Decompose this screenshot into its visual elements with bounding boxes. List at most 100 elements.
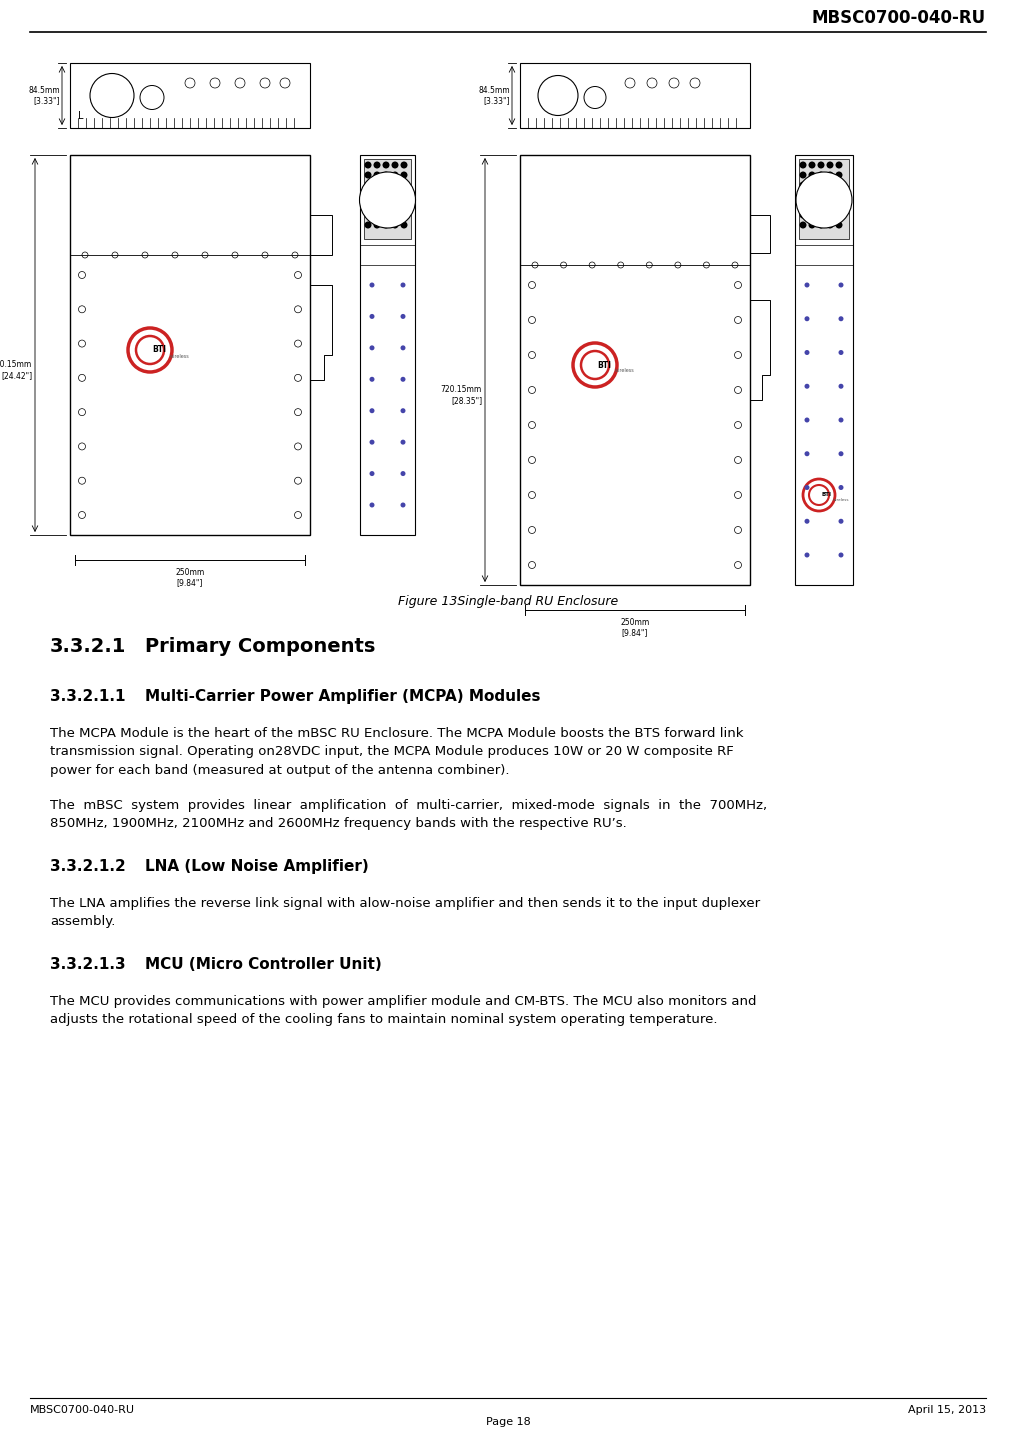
Circle shape	[800, 162, 807, 169]
Text: 3.3.2.1.1: 3.3.2.1.1	[50, 689, 126, 704]
Circle shape	[365, 212, 372, 219]
Text: MBSC0700-040-RU: MBSC0700-040-RU	[30, 1406, 135, 1416]
Circle shape	[809, 212, 816, 219]
Circle shape	[374, 212, 381, 219]
Circle shape	[391, 182, 398, 189]
Circle shape	[809, 182, 816, 189]
Text: The LNA amplifies the reverse link signal with alow-noise amplifier and then sen: The LNA amplifies the reverse link signa…	[50, 897, 760, 928]
Circle shape	[800, 182, 807, 189]
Circle shape	[365, 162, 372, 169]
Bar	[520, 154, 750, 585]
Text: MCU (Micro Controller Unit): MCU (Micro Controller Unit)	[145, 957, 382, 972]
Circle shape	[809, 192, 816, 199]
Circle shape	[826, 172, 833, 179]
Circle shape	[370, 470, 375, 476]
Circle shape	[805, 418, 810, 422]
Circle shape	[826, 192, 833, 199]
Circle shape	[382, 172, 389, 179]
Circle shape	[835, 162, 842, 169]
Circle shape	[838, 283, 843, 287]
Circle shape	[835, 212, 842, 219]
Circle shape	[400, 346, 405, 350]
Circle shape	[400, 283, 405, 287]
Bar	[364, 159, 411, 239]
Circle shape	[818, 192, 825, 199]
Text: 250mm
[9.84"]: 250mm [9.84"]	[621, 618, 649, 638]
Circle shape	[400, 315, 405, 319]
Text: 3.3.2.1: 3.3.2.1	[50, 636, 126, 656]
Text: 84.5mm
[3.33"]: 84.5mm [3.33"]	[479, 86, 510, 106]
Circle shape	[400, 439, 405, 445]
Circle shape	[382, 212, 389, 219]
Circle shape	[365, 172, 372, 179]
Circle shape	[838, 383, 843, 389]
Circle shape	[365, 192, 372, 199]
Text: 3.3.2.1.2: 3.3.2.1.2	[50, 859, 126, 874]
Circle shape	[382, 192, 389, 199]
Circle shape	[818, 172, 825, 179]
Text: Page 18: Page 18	[486, 1417, 530, 1427]
Circle shape	[370, 439, 375, 445]
Circle shape	[391, 202, 398, 209]
Circle shape	[400, 202, 407, 209]
Circle shape	[370, 315, 375, 319]
Circle shape	[400, 192, 407, 199]
Circle shape	[809, 172, 816, 179]
Circle shape	[374, 222, 381, 229]
Circle shape	[838, 519, 843, 523]
Circle shape	[583, 353, 607, 378]
Bar	[70, 63, 310, 129]
Circle shape	[382, 202, 389, 209]
Circle shape	[796, 172, 852, 227]
Circle shape	[800, 202, 807, 209]
Circle shape	[818, 212, 825, 219]
Circle shape	[826, 202, 833, 209]
Circle shape	[138, 337, 162, 362]
Text: BTI: BTI	[152, 346, 166, 355]
Circle shape	[838, 350, 843, 355]
Circle shape	[800, 192, 807, 199]
Bar	[750, 214, 770, 253]
Text: wireless: wireless	[170, 353, 190, 359]
Circle shape	[400, 182, 407, 189]
Circle shape	[370, 283, 375, 287]
Circle shape	[400, 502, 405, 508]
Circle shape	[370, 502, 375, 508]
Bar	[520, 63, 750, 129]
Text: wireless: wireless	[615, 369, 635, 373]
Text: 84.5mm
[3.33"]: 84.5mm [3.33"]	[28, 86, 60, 106]
Circle shape	[374, 202, 381, 209]
Text: The MCU provides communications with power amplifier module and CM-BTS. The MCU : The MCU provides communications with pow…	[50, 995, 757, 1027]
Circle shape	[826, 182, 833, 189]
Circle shape	[400, 222, 407, 229]
Circle shape	[809, 162, 816, 169]
Circle shape	[805, 316, 810, 322]
Circle shape	[391, 172, 398, 179]
Bar	[360, 154, 415, 535]
Circle shape	[835, 202, 842, 209]
Circle shape	[818, 202, 825, 209]
Circle shape	[835, 222, 842, 229]
Circle shape	[826, 212, 833, 219]
Bar	[70, 154, 310, 535]
Circle shape	[400, 408, 405, 413]
Text: The MCPA Module is the heart of the mBSC RU Enclosure. The MCPA Module boosts th: The MCPA Module is the heart of the mBSC…	[50, 726, 744, 776]
Text: LNA (Low Noise Amplifier): LNA (Low Noise Amplifier)	[145, 859, 369, 874]
Text: wireless: wireless	[833, 498, 849, 502]
Circle shape	[400, 212, 407, 219]
Circle shape	[805, 350, 810, 355]
Circle shape	[370, 408, 375, 413]
Circle shape	[400, 172, 407, 179]
Circle shape	[400, 470, 405, 476]
Circle shape	[809, 222, 816, 229]
Circle shape	[374, 172, 381, 179]
Circle shape	[382, 182, 389, 189]
Text: BTI: BTI	[597, 360, 611, 369]
Circle shape	[805, 383, 810, 389]
Circle shape	[818, 222, 825, 229]
Text: 620.15mm
[24.42"]: 620.15mm [24.42"]	[0, 360, 31, 380]
Circle shape	[838, 485, 843, 490]
Circle shape	[365, 222, 372, 229]
Circle shape	[391, 192, 398, 199]
Circle shape	[805, 283, 810, 287]
